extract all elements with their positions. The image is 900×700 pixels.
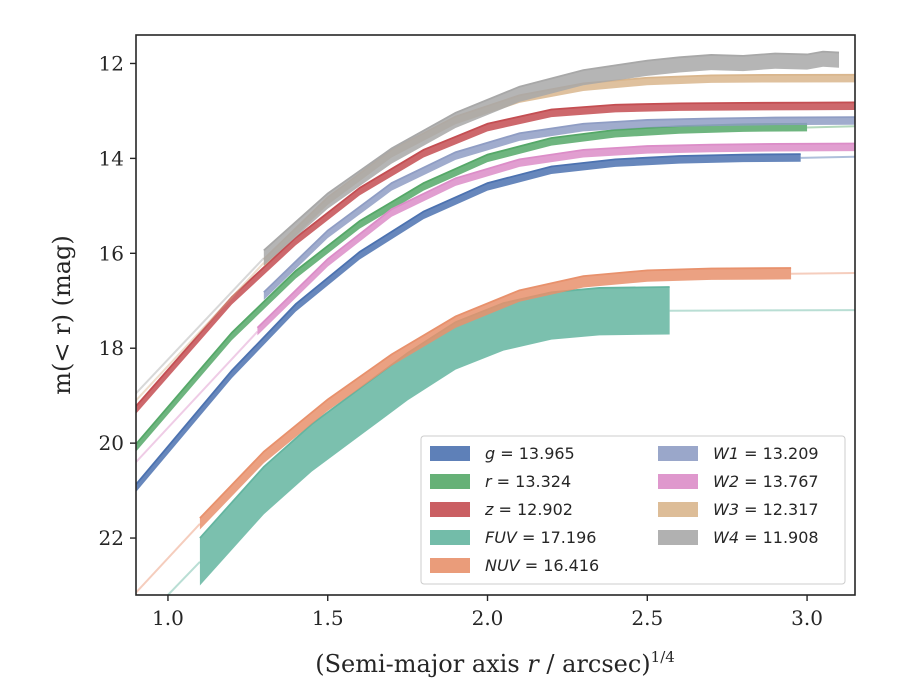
series-g-line xyxy=(136,153,801,486)
legend-item-g: g = 13.965 xyxy=(430,444,575,463)
y-tick-label: 14 xyxy=(99,146,124,170)
x-tick-label: 2.5 xyxy=(631,606,663,630)
legend-item-w4: W4 = 11.908 xyxy=(658,528,819,547)
series-nuv-extension xyxy=(136,523,201,594)
legend-swatch xyxy=(430,474,470,489)
series-nuv-extension xyxy=(791,272,855,275)
legend-label: g = 13.965 xyxy=(485,444,575,463)
legend-label: W4 = 11.908 xyxy=(713,528,819,547)
legend: g = 13.965 r = 13.324 z = 12.902 FUV = 17.1… xyxy=(420,435,846,585)
legend-label: r = 13.324 xyxy=(485,472,571,491)
plot-frame xyxy=(135,34,856,596)
series-nuv-line xyxy=(199,267,792,519)
legend-swatch xyxy=(658,446,698,461)
legend-label: W1 = 13.209 xyxy=(713,444,819,463)
series-w3-extension xyxy=(136,262,265,402)
legend-label: NUV = 16.416 xyxy=(485,556,599,575)
series-g-extension xyxy=(800,155,855,159)
legend-swatch xyxy=(430,530,470,545)
legend-item-fuv: FUV = 17.196 xyxy=(430,528,596,547)
legend-item-w2: W2 = 13.767 xyxy=(658,472,819,491)
y-tick-label: 16 xyxy=(99,241,124,265)
legend-swatch xyxy=(430,446,470,461)
series-z-band xyxy=(136,102,855,414)
series-z-line xyxy=(136,101,855,407)
series-r-extension xyxy=(807,125,855,129)
legend-swatch xyxy=(658,474,698,489)
legend-item-z: z = 12.902 xyxy=(430,500,573,519)
legend-item-w1: W1 = 13.209 xyxy=(658,444,819,463)
series-r-line xyxy=(136,122,808,445)
series-w4 xyxy=(136,50,840,394)
legend-item-w3: W3 = 12.317 xyxy=(658,500,819,519)
series-z xyxy=(136,101,855,414)
legend-label: FUV = 17.196 xyxy=(485,528,596,547)
series-w2-line xyxy=(256,142,855,329)
series-fuv-extension xyxy=(669,309,855,312)
legend-swatch xyxy=(430,558,470,573)
series-w1-line xyxy=(263,116,855,293)
y-tick-label: 22 xyxy=(99,526,124,550)
legend-frame xyxy=(420,435,846,585)
axes: 1.0 1.5 2.0 2.5 3.0 12 14 16 18 20 22 xyxy=(99,51,823,630)
legend-item-nuv: NUV = 16.416 xyxy=(430,556,599,575)
y-axis-label: m(< r) (mag) xyxy=(48,235,76,394)
series-w2-extension xyxy=(136,330,259,463)
series-fuv-extension xyxy=(167,561,201,595)
x-tick-label: 1.5 xyxy=(312,606,344,630)
legend-label: W3 = 12.317 xyxy=(713,500,819,519)
series-w4-extension xyxy=(136,257,265,394)
series-w1 xyxy=(263,116,855,300)
y-tick-label: 12 xyxy=(99,51,124,75)
x-tick-label: 3.0 xyxy=(791,606,823,630)
series-fuv-band xyxy=(199,287,670,586)
legend-label: z = 12.902 xyxy=(484,500,573,519)
legend-swatch xyxy=(658,530,698,545)
series-g xyxy=(136,153,855,493)
series-nuv xyxy=(136,267,855,594)
legend-swatch xyxy=(658,502,698,517)
series-w2 xyxy=(136,142,855,463)
y-tick-label: 20 xyxy=(99,431,124,455)
legend-item-r: r = 13.324 xyxy=(430,472,571,491)
plot-area xyxy=(136,50,855,595)
series-w4-band xyxy=(263,51,840,266)
legend-label: W2 = 13.767 xyxy=(713,472,819,491)
y-tick-label: 18 xyxy=(99,336,124,360)
x-tick-label: 2.0 xyxy=(472,606,504,630)
x-tick-label: 1.0 xyxy=(152,606,184,630)
series-w4-line xyxy=(263,50,840,252)
x-axis-label: (Semi-major axis r / arcsec)1/4 xyxy=(315,648,675,678)
legend-swatch xyxy=(430,502,470,517)
